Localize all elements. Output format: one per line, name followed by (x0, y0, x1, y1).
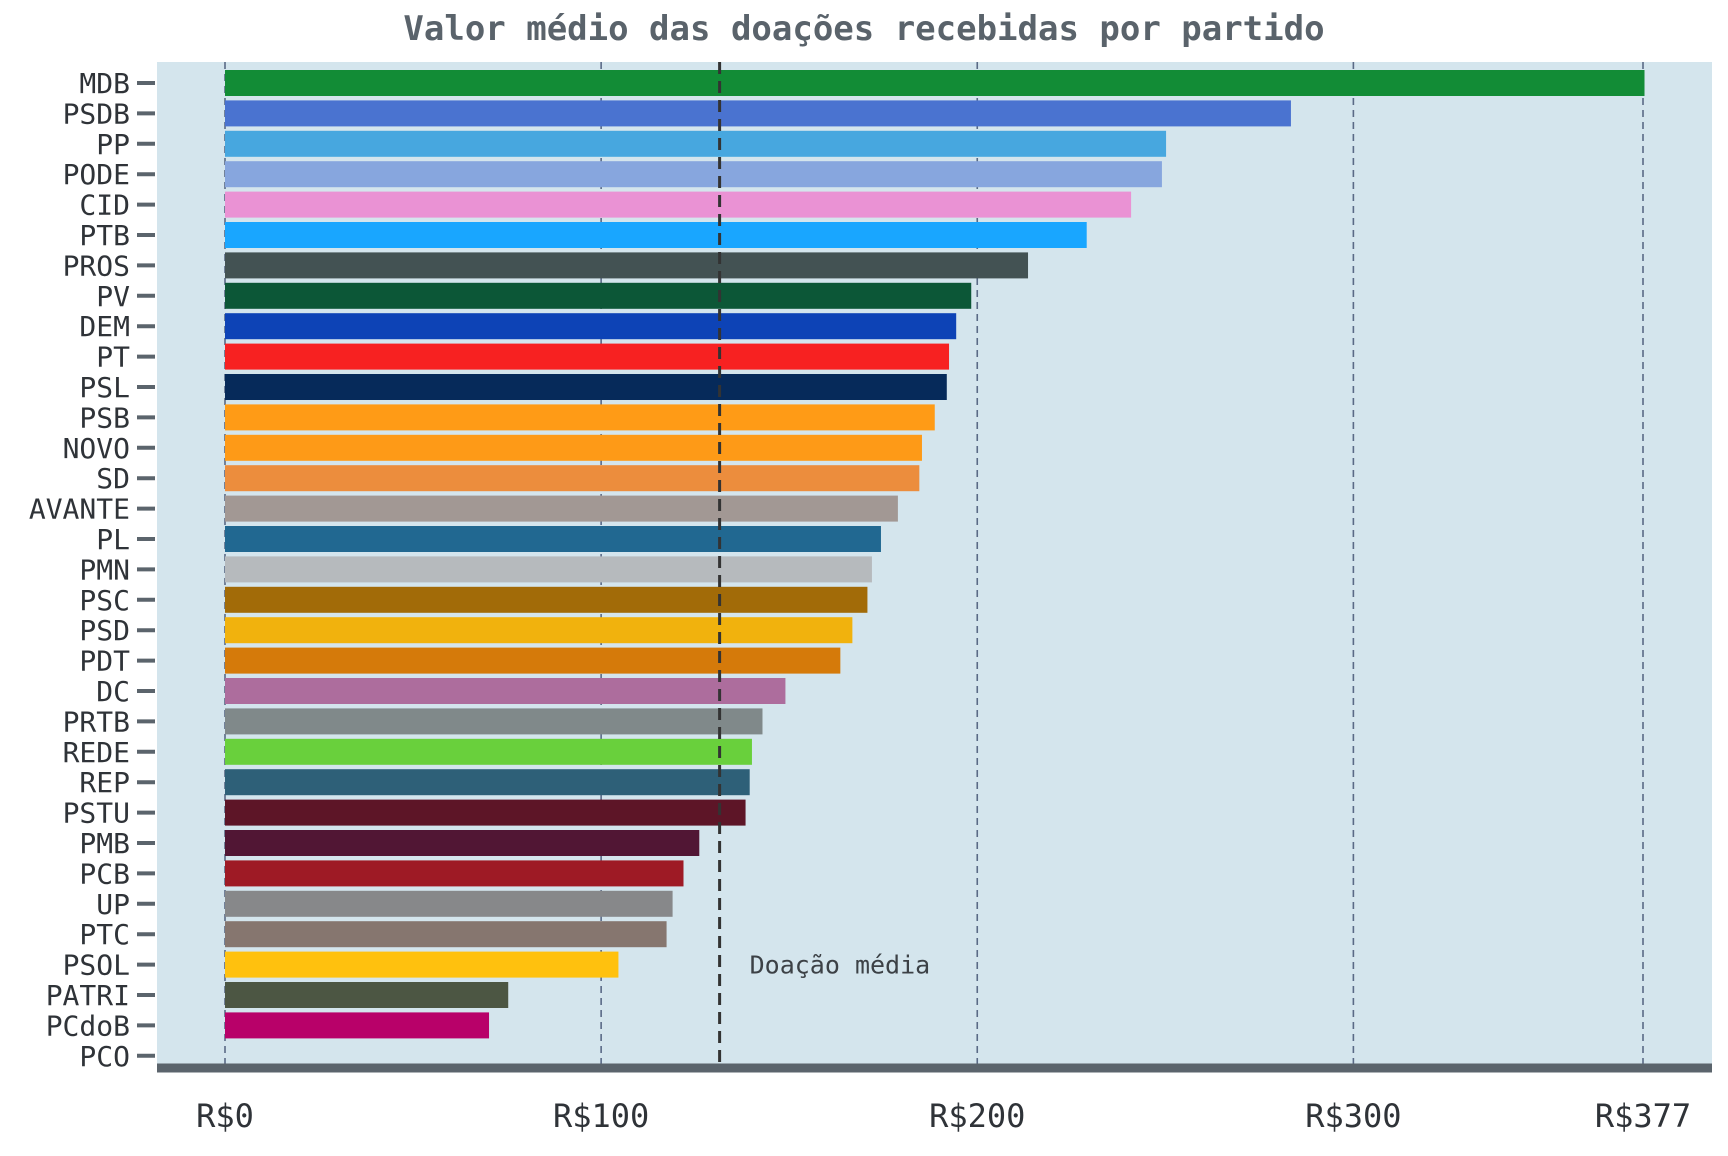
category-label: REP (79, 766, 130, 799)
bar-pt (225, 343, 950, 370)
category-label: PTB (79, 219, 130, 252)
category-label: MDB (79, 67, 130, 100)
bar-pode (225, 161, 1162, 188)
category-label: PSB (79, 401, 130, 434)
x-tick-label: R$200 (929, 1097, 1025, 1135)
bar-ptb (225, 222, 1087, 248)
bar-psb (225, 404, 935, 431)
bar-up (225, 890, 673, 917)
category-label: PROS (63, 249, 130, 282)
category-label: PMB (79, 827, 130, 860)
bar-psol (225, 951, 619, 978)
category-label: NOVO (63, 432, 130, 465)
bar-avante (225, 495, 898, 522)
category-label: PSL (79, 371, 130, 404)
category-label: PSOL (63, 949, 130, 982)
bar-patri (225, 982, 509, 1008)
axes: MDBPSDBPPPODECIDPTBPROSPVDEMPTPSLPSBNOVO… (29, 67, 1712, 1135)
category-label: PSC (79, 584, 130, 617)
bar-rede (225, 738, 752, 765)
category-label: CID (79, 189, 130, 222)
x-tick-label: R$0 (196, 1097, 254, 1135)
category-label: SD (96, 462, 130, 495)
x-tick-label: R$100 (553, 1097, 649, 1135)
bar-novo (225, 434, 922, 461)
reference-line-label: Doação média (750, 951, 931, 980)
bars (225, 70, 1645, 1039)
category-label: PCB (79, 857, 130, 890)
bar-pcb (225, 860, 684, 887)
bar-dc (225, 678, 786, 704)
bar-pdt (225, 647, 841, 674)
bar-pstu (225, 799, 746, 826)
bar-psl (225, 374, 947, 400)
x-tick-label: R$377 (1595, 1097, 1691, 1135)
category-label: PCdoB (46, 1009, 130, 1042)
category-label: PT (96, 341, 130, 374)
bar-dem (225, 313, 957, 340)
category-label: DEM (79, 310, 130, 343)
bar-pcdob (225, 1012, 490, 1039)
bar-pmn (225, 556, 872, 583)
bar-pl (225, 526, 881, 552)
bar-sd (225, 465, 920, 492)
category-label: PDT (79, 645, 130, 678)
category-label: REDE (63, 736, 130, 769)
category-label: PL (96, 523, 130, 556)
category-label: PSD (79, 614, 130, 647)
bar-pp (225, 130, 1167, 157)
category-label: PATRI (46, 979, 130, 1012)
category-label: PCO (79, 1040, 130, 1073)
chart-title: Valor médio das doações recebidas por pa… (403, 9, 1324, 49)
bar-pv (225, 282, 972, 309)
category-label: PSTU (63, 797, 130, 830)
category-label: PRTB (63, 705, 130, 738)
bar-prtb (225, 708, 763, 735)
category-label: PODE (63, 158, 130, 191)
category-label: PV (96, 280, 130, 313)
bar-rep (225, 769, 750, 796)
bar-mdb (225, 70, 1645, 96)
category-label: PP (96, 128, 130, 161)
category-label: DC (96, 675, 130, 708)
category-label: PSDB (63, 97, 130, 130)
category-label: PTC (79, 918, 130, 951)
bar-ptc (225, 921, 667, 948)
bar-pmb (225, 830, 700, 856)
category-label: PMN (79, 553, 130, 586)
bar-pros (225, 252, 1029, 279)
bar-cid (225, 191, 1132, 218)
category-label: AVANTE (29, 493, 130, 526)
bar-psc (225, 586, 868, 613)
category-label: UP (96, 888, 130, 921)
bar-psdb (225, 100, 1291, 127)
bar-psd (225, 617, 853, 644)
x-tick-label: R$300 (1305, 1097, 1401, 1135)
